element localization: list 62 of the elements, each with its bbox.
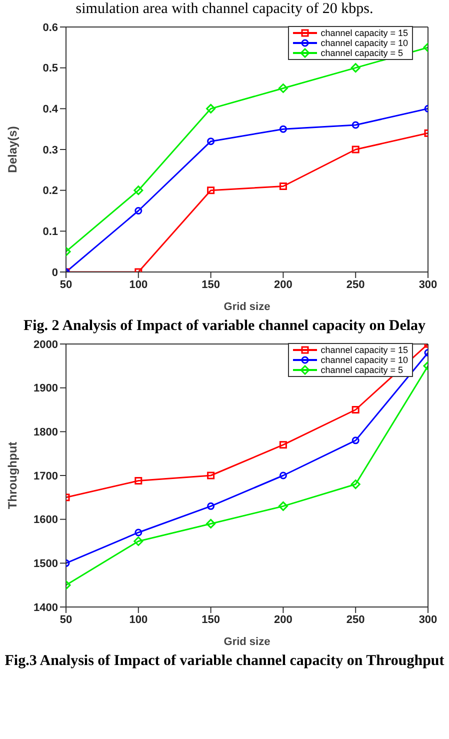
x-axis-title: Grid size (224, 301, 270, 313)
x-tick-label: 200 (274, 614, 292, 626)
y-tick-label: 2000 (34, 338, 58, 351)
legend-label: channel capacity = 10 (320, 38, 408, 48)
y-tick-label: 1900 (34, 382, 58, 395)
caption: Fig.3 Analysis of Impact of variable channel capacity on Throughput (4, 653, 446, 670)
legend-label: channel capacity = 5 (320, 48, 403, 58)
y-tick-label: 1500 (34, 558, 58, 570)
point (352, 406, 360, 414)
y-tick-label: 0.3 (42, 144, 58, 156)
point (352, 436, 360, 444)
x-tick-label: 250 (346, 278, 365, 291)
caption: Fig. 2 Analysis of Impact of variable channel capacity on Delay (22, 318, 427, 335)
point (278, 501, 288, 511)
point (134, 528, 142, 536)
y-tick-label: 0.1 (42, 226, 58, 238)
legend-label: channel capacity = 15 (320, 345, 408, 355)
x-axis-title: Grid size (224, 636, 270, 648)
x-tick-label: 200 (274, 278, 292, 291)
text: simulation area with channel capacity of 20 kbps. (74, 0, 374, 18)
legend-label: channel capacity = 15 (320, 28, 408, 38)
point (206, 518, 216, 528)
y-tick-label: 0.4 (42, 104, 59, 116)
x-tick-label: 100 (129, 614, 148, 626)
point (350, 480, 360, 490)
y-tick-label: 0.2 (42, 185, 58, 198)
y-tick-label: 1600 (34, 514, 58, 526)
x-tick-label: 50 (60, 614, 72, 626)
point (279, 441, 287, 449)
y-tick-label: 0.6 (42, 22, 58, 34)
x-tick-label: 300 (418, 278, 438, 291)
point (134, 207, 142, 214)
x-tick-label: 150 (202, 278, 220, 291)
point (134, 477, 142, 485)
point (206, 104, 216, 114)
point (134, 186, 144, 196)
legend-label: channel capacity = 5 (320, 365, 403, 375)
point (352, 146, 360, 154)
point (350, 63, 360, 73)
y-axis-title: Throughput (5, 442, 20, 510)
y-tick-label: 0 (52, 266, 58, 279)
point (278, 84, 288, 93)
x-tick-label: 250 (346, 614, 365, 626)
point (207, 138, 215, 146)
y-tick-label: 1400 (34, 602, 58, 614)
point (134, 536, 144, 546)
point (352, 121, 360, 129)
x-tick-label: 300 (418, 614, 438, 626)
point (279, 472, 287, 480)
point (279, 182, 287, 190)
legend-label: channel capacity = 10 (320, 355, 408, 365)
y-tick-label: 1800 (34, 426, 58, 439)
y-tick-label: 0.5 (42, 62, 58, 75)
x-tick-label: 150 (202, 614, 220, 626)
y-tick-label: 1700 (34, 470, 58, 482)
point (207, 186, 215, 194)
y-axis-title: Delay(s) (5, 126, 20, 173)
x-tick-label: 50 (60, 278, 72, 291)
x-tick-label: 100 (129, 278, 148, 291)
point (279, 125, 287, 133)
point (207, 502, 215, 510)
point (207, 472, 215, 480)
